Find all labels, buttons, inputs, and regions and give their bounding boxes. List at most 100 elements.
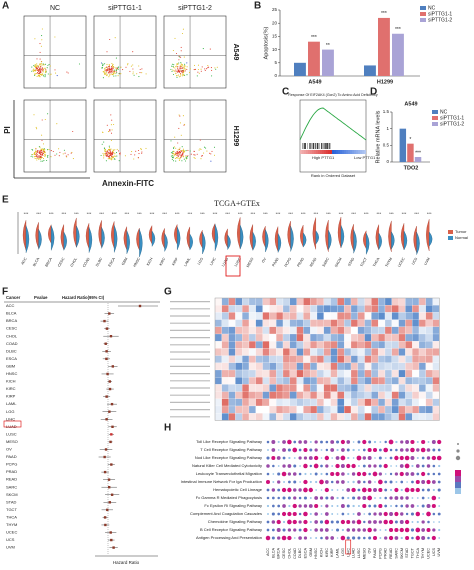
dot [372,447,378,453]
rank-strip [322,150,324,154]
event-dot [177,142,179,144]
dot [383,511,388,517]
dot [277,536,281,540]
heatmap-cell [371,355,379,363]
heatmap-cell [412,333,420,342]
heatmap-cell [344,297,352,306]
event-dot [117,150,120,152]
point-estimate [103,319,106,323]
dot [432,448,436,452]
dot [293,496,297,500]
heatmap-cell [378,398,386,407]
event-dot [184,160,187,162]
dot [281,535,287,541]
event-dot [199,148,201,150]
dot [314,496,319,500]
event-dot [105,152,107,154]
event-dot [178,154,180,156]
x-tick-label: ACC [266,548,270,556]
heatmap-cell [296,312,304,320]
heatmap-cell [316,355,324,363]
row-label: SKCM [6,492,18,497]
heatmap-cell [310,326,318,335]
heatmap-cell [248,369,256,378]
bar [294,62,306,76]
heatmap-cell [364,297,372,306]
heatmap-cell [344,398,352,407]
violin-normal [214,224,219,252]
row-label: ACC [6,303,15,308]
heatmap-cell [350,384,358,392]
event-dot [172,49,174,52]
event-dot [178,157,180,159]
heatmap-cell [235,413,243,421]
heatmap-cell [344,362,352,371]
point-estimate [106,372,109,376]
event-dot [171,63,173,65]
dot [325,472,329,476]
event-dot [179,64,181,66]
dot [378,487,383,493]
point-estimate [103,455,106,459]
dot [330,480,334,484]
x-tick-label: LAML [336,548,340,558]
heatmap-cell [316,319,324,327]
heatmap-cell [310,341,318,349]
heatmap-cell [214,398,222,407]
event-dot [42,63,44,65]
dot [336,440,340,444]
panel-letter: C [282,87,289,98]
event-dot [185,156,187,159]
violin-normal [429,231,433,247]
x-tick-label: GBM [121,257,129,266]
row-label: HNSC [6,371,17,376]
dot [416,520,419,524]
rank-strip [318,150,320,154]
heatmap-cell [357,391,365,399]
dot [410,528,415,532]
rank-strip [340,150,342,154]
dot [287,448,291,452]
event-dot [110,139,112,141]
event-dot [36,58,38,60]
event-dot [104,69,106,71]
heatmap-cell [384,362,392,371]
heatmap-cell [330,341,338,349]
dot [303,496,308,500]
heatmap-cell [296,398,304,407]
event-dot [110,124,112,126]
event-dot [44,67,46,69]
event-dot [115,68,117,70]
event-dot [131,151,133,153]
heatmap-cell [269,398,277,407]
dot [389,456,393,460]
dot [340,455,346,461]
event-dot [106,124,108,126]
dot [399,455,404,461]
heatmap-cell [337,333,345,342]
heatmap-cell [296,355,304,363]
event-dot [106,66,108,69]
heatmap-cell [235,355,243,363]
event-dot [109,130,111,132]
heatmap-cell [418,413,426,421]
heatmap-cell [371,319,379,327]
event-dot [211,69,213,71]
heatmap-cell [371,384,379,392]
event-dot [200,148,202,150]
event-dot [113,152,115,154]
heatmap-cell [323,391,331,399]
event-dot [132,68,134,70]
dot [405,448,409,452]
axis-label: Relative mRNA levels [375,110,381,163]
row-label: A549 [232,44,239,61]
heatmap-cell [418,312,426,320]
heatmap-cell [384,413,392,421]
dot [325,504,329,508]
heatmap-cell [425,305,433,313]
event-dot [42,150,45,152]
violin-normal [76,225,80,248]
significance: *** [311,35,317,41]
dot [336,520,340,524]
heatmap-cell [221,312,229,320]
